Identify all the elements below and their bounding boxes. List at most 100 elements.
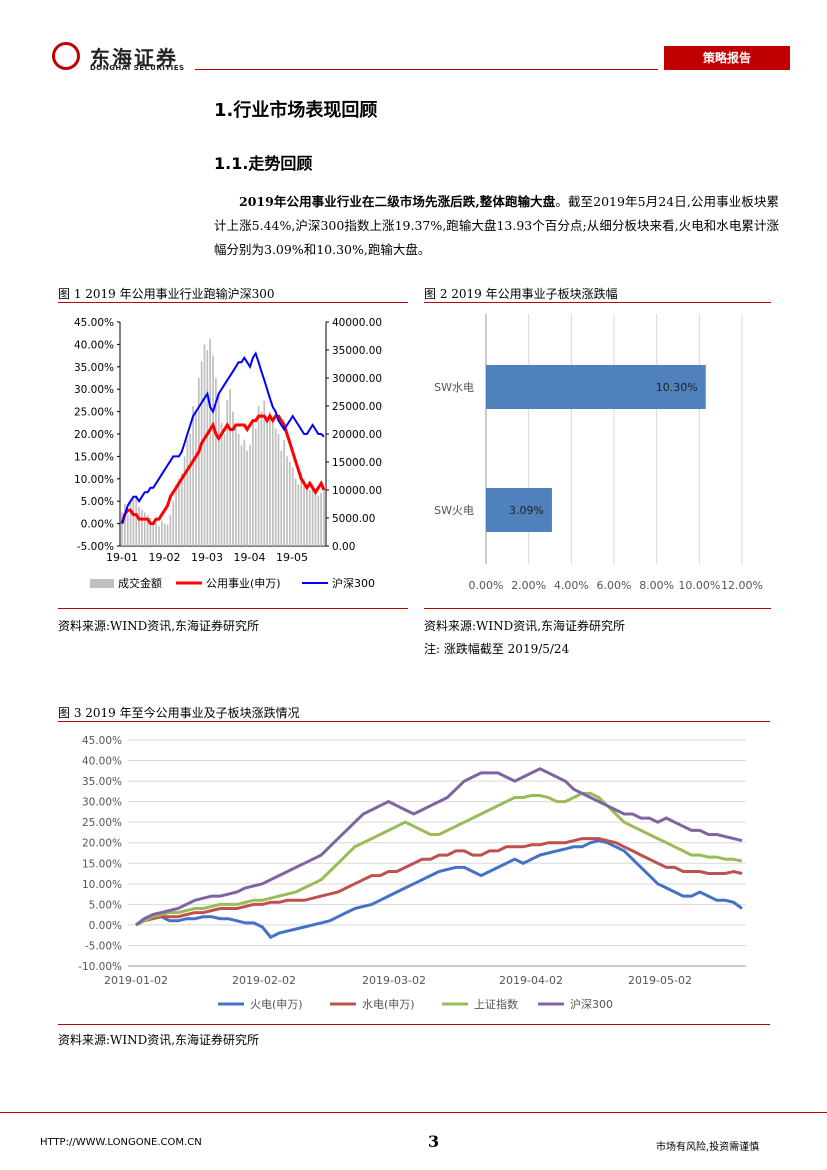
fig1-legend-utilities: 公用事业(申万) (206, 577, 281, 590)
fig1-volume-bar (212, 355, 214, 546)
fig1-y-left-tick: 35.00% (74, 362, 114, 374)
fig1-volume-bar (246, 450, 249, 546)
fig2-category-label: SW水电 (434, 381, 474, 394)
fig1-volume-bar (169, 515, 172, 546)
fig1-y-left-tick: 20.00% (74, 429, 114, 441)
fig1-legend-hs300: 沪深300 (332, 576, 375, 590)
fig1-volume-bar (306, 484, 308, 546)
fig1-volume-bar (209, 338, 212, 546)
fig1-volume-bar (257, 406, 260, 546)
fig1-x-tick: 19-01 (106, 551, 138, 564)
fig3-legend-label: 沪深300 (570, 997, 613, 1011)
fig1-volume-bar (215, 378, 217, 546)
fig1-volume-bar (252, 422, 254, 546)
footer-url[interactable]: HTTP://WWW.LONGONE.COM.CN (40, 1137, 202, 1148)
fig1-legend-volume: 成交金额 (118, 576, 162, 590)
fig3-line-2 (135, 791, 743, 927)
fig1-volume-bar (146, 515, 149, 546)
fig1-title: 图 1 2019 年公用事业行业跑输沪深300 (58, 287, 275, 301)
fig3-y-tick: 40.00% (82, 756, 122, 768)
fig2-x-tick: 6.00% (597, 579, 632, 592)
fig2-source: 资料来源:WIND资讯,东海证券研究所 (424, 619, 626, 633)
fig1-volume-bar (303, 478, 305, 546)
fig3-top-rule (58, 721, 770, 722)
fig3-legend-label: 上证指数 (474, 997, 518, 1011)
fig1-y-left-tick: 30.00% (74, 384, 114, 396)
fig1-volume-bar (294, 478, 297, 546)
fig1-volume-bar (274, 428, 277, 546)
fig1-volume-bar (186, 439, 189, 546)
fig2-bottom-rule (424, 608, 771, 609)
fig1-top-rule (58, 302, 408, 303)
fig3-line-0 (135, 839, 743, 940)
fig1-volume-bar (277, 434, 280, 546)
fig3-y-tick: 15.00% (82, 858, 122, 870)
fig1-volume-bar (217, 394, 220, 546)
fig2-x-tick: 8.00% (639, 579, 674, 592)
fig3-y-tick: -5.00% (85, 940, 122, 952)
fig1-volume-bar (323, 490, 325, 546)
fig3-y-tick: 10.00% (82, 879, 122, 891)
paragraph-lead: 2019年公用事业行业在二级市场先涨后跌,整体跑输大盘 (239, 194, 556, 209)
fig1-volume-bar (141, 509, 143, 546)
fig1-x-tick: 19-05 (276, 551, 308, 564)
fig1-volume-bar (183, 456, 186, 546)
fig1-y-right-tick: 20000.00 (332, 429, 382, 441)
fig1-y-right-tick: 40000.00 (332, 317, 382, 329)
fig2-bar (486, 365, 706, 409)
fig1-y-right-tick: 30000.00 (332, 373, 382, 385)
fig1-y-left-tick: 40.00% (74, 339, 114, 351)
fig1-chart: 45.00% 40.00% 35.00% 30.00% 25.00% 20.00% 15.0… (74, 317, 382, 590)
fig3-x-tick: 2019-01-02 (104, 974, 168, 987)
fig1-volume-bar (178, 478, 180, 546)
fig1-x-tick: 19-04 (234, 551, 266, 564)
fig1-y-right-tick: 10000.00 (332, 485, 382, 497)
fig1-volume-bar (135, 495, 138, 546)
fig3-chart: 45.00% 40.00% 35.00% 30.00% 25.00% 20.00% 15.0… (78, 735, 746, 1011)
fig1-volume-bar (263, 400, 266, 546)
fig1-volume-bar (229, 389, 231, 546)
fig1-volume-bar (317, 495, 320, 546)
fig1-volume-bar (249, 445, 251, 546)
fig1-volume-bar (203, 344, 206, 546)
fig3-y-tick: 0.00% (89, 920, 122, 932)
page-number: 3 (428, 1132, 440, 1151)
fig1-volume-bar (271, 422, 274, 546)
fig1-source: 资料来源:WIND资讯,东海证券研究所 (58, 619, 260, 633)
fig1-volume-bar (143, 512, 146, 546)
fig1-volume-bar (223, 434, 226, 546)
fig1-volume-bar (308, 490, 311, 546)
fig3-y-tick: 25.00% (82, 817, 122, 829)
fig1-volume-bar (175, 484, 177, 546)
fig1-volume-bar (197, 378, 200, 546)
fig1-y-left-tick: 0.00% (81, 519, 114, 531)
fig3-line-3 (135, 767, 743, 927)
fig1-volume-bar (123, 504, 126, 546)
body-paragraph: 2019年公用事业行业在二级市场先涨后跌,整体跑输大盘。截至2019年5月24日… (214, 190, 779, 262)
section-heading: 1.行业市场表现回顾 (214, 100, 378, 121)
fig1-volume-bar (237, 434, 240, 546)
fig1-y-left-tick: -5.00% (77, 541, 114, 553)
fig1-volume-bar (192, 406, 194, 546)
fig1-volume-bar (138, 506, 140, 546)
fig2-x-tick: 4.00% (554, 579, 589, 592)
fig1-y-left-tick: 15.00% (74, 451, 114, 463)
fig1-x-tick: 19-03 (191, 551, 223, 564)
fig1-bottom-rule (58, 608, 408, 609)
fig2-title: 图 2 2019 年公用事业子板块涨跌幅 (424, 287, 618, 301)
fig1-volume-bar (300, 473, 303, 546)
fig1-volume-bar (286, 456, 288, 546)
fig3-x-tick: 2019-02-02 (232, 974, 296, 987)
fig1-volume-bar (311, 484, 314, 546)
fig1-volume-bar (283, 439, 286, 546)
fig1-x-tick: 19-02 (149, 551, 181, 564)
report-type-tag: 策略报告 (664, 46, 790, 70)
fig1-volume-bar (126, 515, 129, 546)
fig1-volume-bar (226, 400, 229, 546)
fig3-title: 图 3 2019 年至今公用事业及子板块涨跌情况 (58, 706, 300, 720)
fig1-y-left-tick: 45.00% (74, 317, 114, 329)
fig1-volume-bar (206, 350, 209, 546)
fig1-volume-bar (121, 512, 123, 546)
fig2-x-tick: 0.00% (469, 579, 504, 592)
fig3-x-tick: 2019-03-02 (362, 974, 426, 987)
